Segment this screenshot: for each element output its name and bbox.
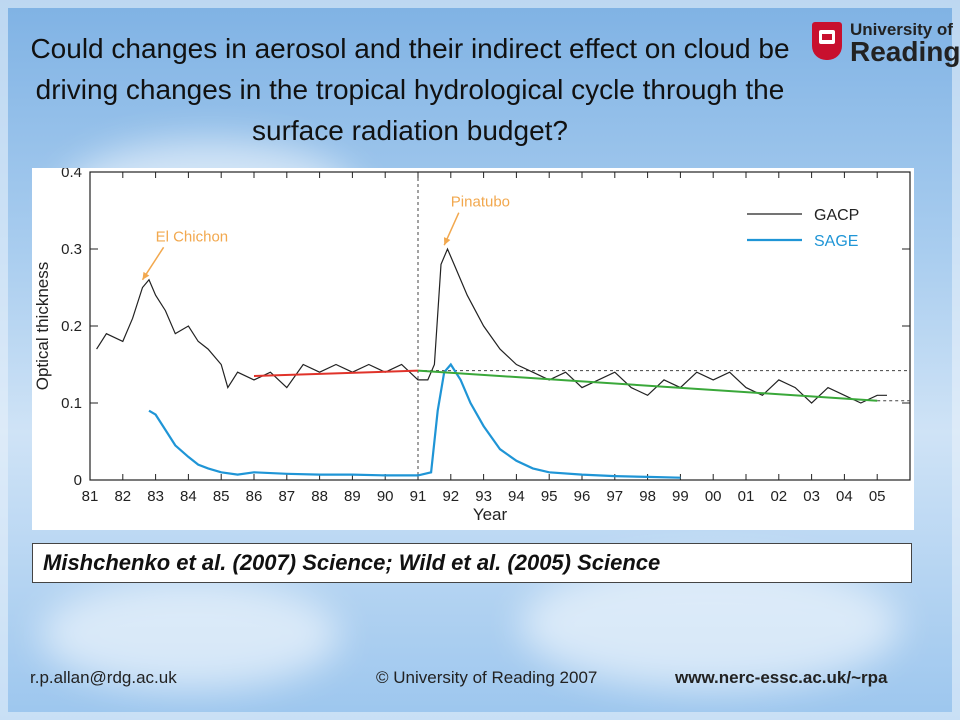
x-tick-label: 93 [475, 488, 492, 505]
series-line-gacp [96, 247, 887, 404]
y-tick-label: 0.1 [61, 395, 82, 412]
legend-label-gacp: GACP [814, 207, 859, 224]
trend-line-0 [253, 369, 419, 378]
optical-thickness-chart: 81 82 83 84 85 86 87 88 89 90 91 92 93 94 95 96 97 98 99 00… [33, 168, 911, 524]
university-logo: University of Reading [812, 20, 960, 68]
x-tick-label: 98 [639, 488, 656, 505]
x-tick-label: 05 [869, 488, 886, 505]
annotation-arrowhead [142, 271, 150, 280]
series-line-sage [148, 362, 681, 479]
x-tick-label: 00 [705, 488, 722, 505]
y-tick-label: 0.2 [61, 318, 82, 335]
annotation-label: El Chichon [156, 228, 229, 245]
plot-frame [89, 171, 911, 481]
footer-website[interactable]: www.nerc-essc.ac.uk/~rpa [675, 668, 888, 687]
x-tick-label: 02 [770, 488, 787, 505]
x-tick-label: 91 [410, 488, 427, 505]
x-tick-label: 04 [836, 488, 853, 505]
y-tick-label: 0 [74, 472, 82, 489]
annotation-arrowhead [444, 237, 451, 246]
x-tick-label: 99 [672, 488, 689, 505]
y-tick-label: 0.3 [61, 241, 82, 258]
annotation-label: Pinatubo [451, 194, 510, 211]
x-tick-label: 96 [574, 488, 591, 505]
x-tick-label: 85 [213, 488, 230, 505]
x-tick-label: 97 [606, 488, 623, 505]
y-axis-label: Optical thickness [33, 262, 52, 391]
university-crest-icon [812, 22, 842, 60]
x-tick-label: 95 [541, 488, 558, 505]
y-tick-label: 0.4 [61, 168, 82, 181]
x-tick-label: 84 [180, 488, 197, 505]
slide-title: Could changes in aerosol and their indir… [30, 33, 790, 146]
citation-box: Mishchenko et al. (2007) Science; Wild e… [32, 543, 912, 583]
x-tick-label: 86 [246, 488, 263, 505]
x-axis-label: Year [473, 505, 508, 524]
legend-label-sage: SAGE [814, 233, 858, 250]
logo-line1: University of [850, 20, 953, 39]
footer-email[interactable]: r.p.allan@rdg.ac.uk [30, 668, 177, 687]
chart-container: 81 82 83 84 85 86 87 88 89 90 91 92 93 94 95 96 97 98 99 00… [32, 168, 914, 530]
background-cloud [40, 580, 340, 690]
x-tick-label: 94 [508, 488, 525, 505]
x-tick-label: 01 [738, 488, 755, 505]
x-tick-label: 82 [114, 488, 131, 505]
x-tick-label: 90 [377, 488, 394, 505]
x-tick-label: 87 [278, 488, 295, 505]
x-tick-label: 83 [147, 488, 164, 505]
x-tick-label: 88 [311, 488, 328, 505]
x-tick-label: 03 [803, 488, 820, 505]
logo-line2: Reading [850, 36, 960, 67]
x-tick-label: 92 [442, 488, 459, 505]
x-tick-label: 89 [344, 488, 361, 505]
trend-line-1 [417, 369, 878, 402]
x-tick-label: 81 [82, 488, 99, 505]
footer-copyright: © University of Reading 2007 [376, 668, 598, 687]
